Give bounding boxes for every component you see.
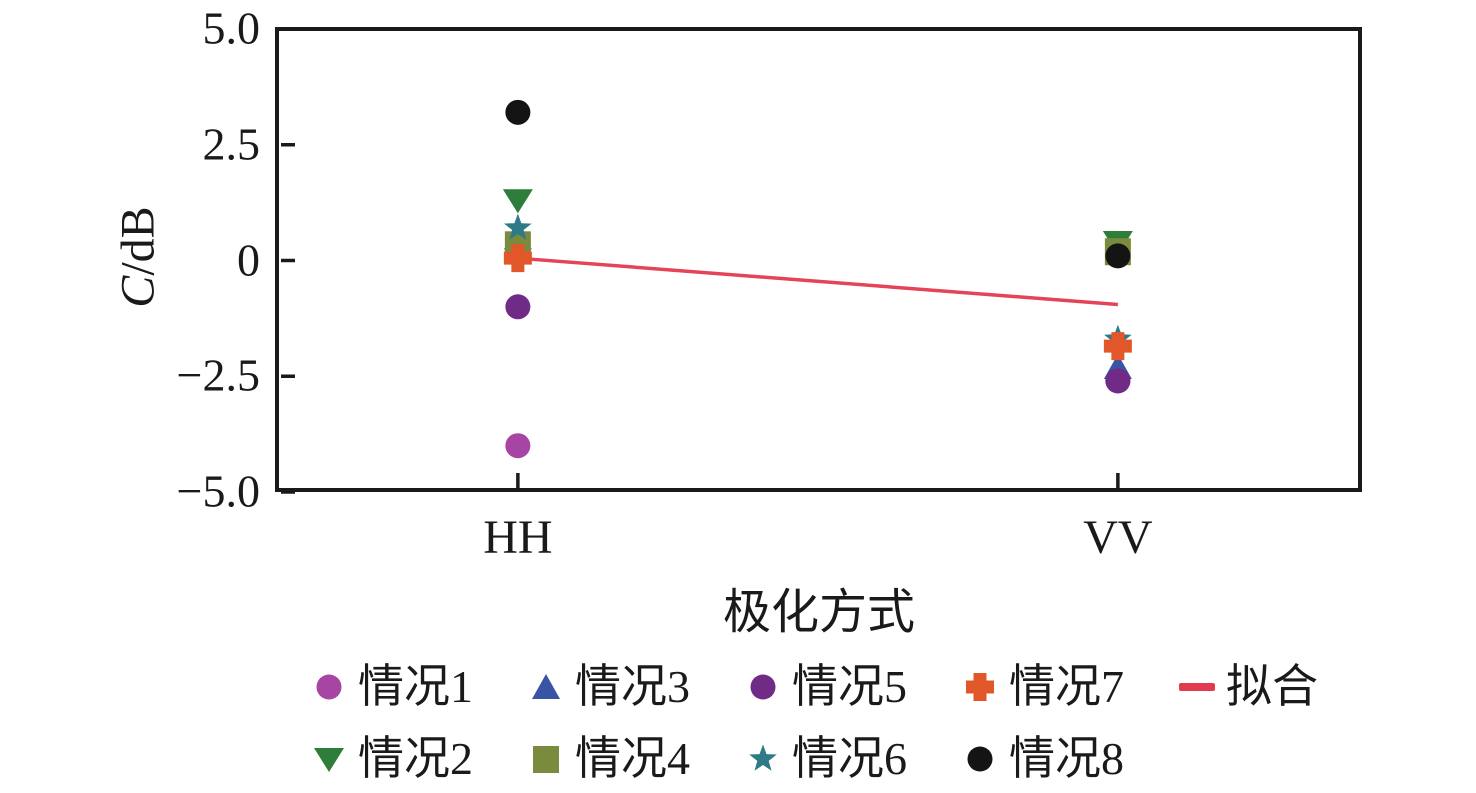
legend-item-case3: 情况3: [527, 654, 690, 720]
point-case5-vv: [1105, 368, 1131, 394]
legend-item-case6: 情况6: [744, 726, 907, 792]
point-case8-vv: [1105, 243, 1131, 269]
legend-item-case4: 情况4: [527, 726, 690, 792]
point-case5-hh: [505, 294, 531, 320]
x-tick-label-vv: VV: [1083, 511, 1153, 564]
legend-label: 情况3: [575, 661, 690, 712]
point-case1-hh: [505, 433, 531, 459]
x-tick-label-hh: HH: [483, 511, 553, 564]
plus-icon: [966, 673, 994, 701]
star-icon: [749, 744, 777, 771]
fit-line: [517, 256, 1119, 307]
y-tick-label-0: 5.0: [202, 2, 261, 54]
legend-item-case5: 情况5: [744, 654, 907, 720]
fit-line-icon: [1179, 683, 1215, 691]
legend-label: 情况8: [1009, 733, 1124, 784]
legend-label: 情况1: [358, 661, 473, 712]
legend-label: 情况2: [358, 733, 473, 784]
circle-icon: [750, 674, 776, 700]
point-case2-hh: [502, 189, 533, 214]
legend-label: 情况7: [1009, 661, 1124, 712]
legend-label: 情况4: [575, 733, 690, 784]
plot-frame: [275, 27, 1362, 492]
triangle-down-icon: [314, 748, 344, 772]
triangle-up-icon: [532, 674, 560, 699]
legend-item-case2: 情况2: [310, 726, 473, 792]
point-case7-hh: [503, 244, 532, 273]
circle-icon: [967, 746, 993, 772]
y-tick-label-2: 0: [237, 233, 260, 285]
legend-label: 拟合: [1226, 661, 1318, 712]
square-icon: [533, 746, 559, 773]
circle-icon: [316, 674, 342, 700]
x-axis-label: 极化方式: [722, 586, 916, 639]
legend-item-case8: 情况8: [961, 726, 1124, 792]
point-case8-hh: [505, 99, 531, 125]
legend-item-case1: 情况1: [310, 654, 473, 720]
point-case6-hh: [504, 213, 532, 240]
legend-item-fit: 拟合: [1178, 654, 1318, 720]
legend-label: 情况6: [792, 733, 907, 784]
legend-item-case7: 情况7: [961, 654, 1124, 720]
legend-label: 情况5: [792, 661, 907, 712]
point-case7-vv: [1103, 332, 1132, 361]
y-tick-label-3: −2.5: [176, 349, 260, 401]
y-tick-label-1: 2.5: [202, 118, 261, 170]
y-tick-label-4: −5.0: [176, 465, 260, 517]
